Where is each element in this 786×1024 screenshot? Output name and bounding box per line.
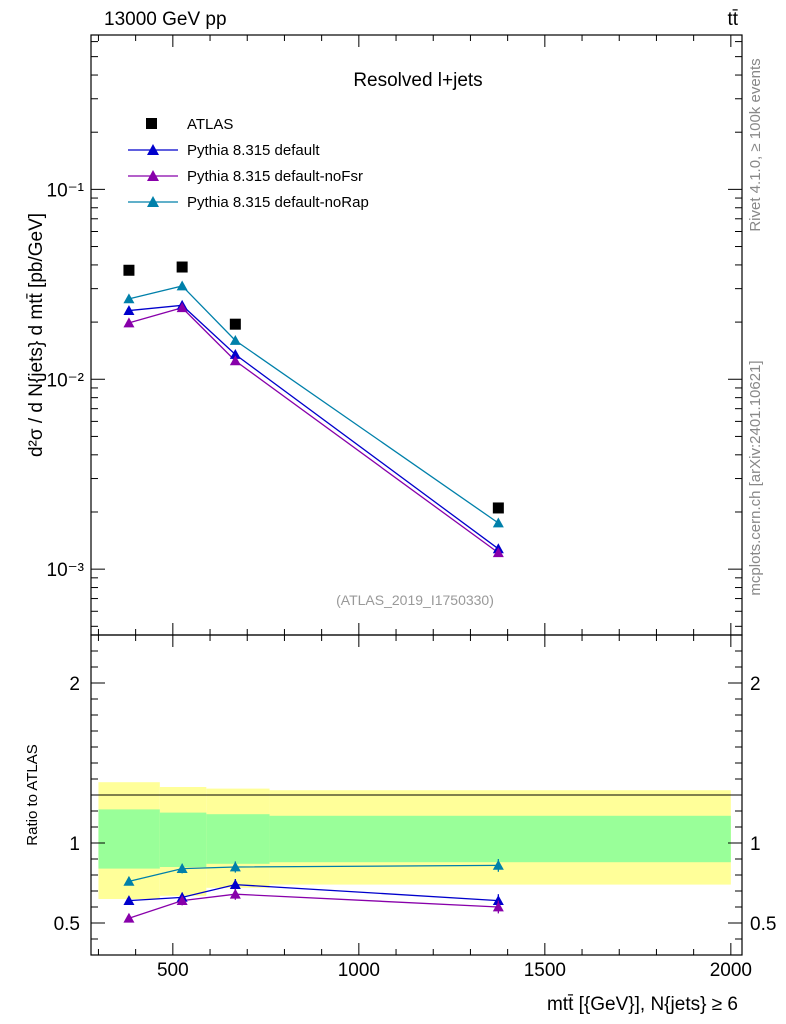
x-tick-label-500: 500 (157, 960, 189, 981)
ratio-line-series-1 (128, 893, 499, 919)
main-y-tick-label-2: 10⁻¹ (47, 180, 85, 201)
ratio-y-tick-label-right-0: 0.5 (750, 914, 776, 935)
x-axis-label: mtt̄ [{GeV}], N{jets} ≥ 6 (547, 994, 738, 1015)
legend-marker-norap (147, 196, 159, 207)
ratio-marker-series-1-pt-2 (229, 888, 241, 899)
atlas-point-2 (229, 318, 241, 330)
ratio-line-series-0 (128, 883, 499, 902)
legend: ATLAS Pythia 8.315 default Pythia 8.315 … (128, 116, 369, 211)
main-y-tick-label-0: 10⁻³ (47, 560, 85, 581)
main-markers (123, 261, 504, 558)
band-inner-bin-1 (159, 812, 207, 867)
main-marker-series-2-pt-2 (229, 334, 241, 345)
ratio-markers (123, 859, 504, 923)
band-inner-bin-0 (98, 809, 160, 869)
atlas-point-1 (176, 261, 188, 273)
legend-marker-default (147, 144, 159, 155)
ratio-series-lines (128, 864, 499, 919)
ratio-marker-series-2-pt-2 (229, 861, 241, 872)
ratio-marker-series-0-pt-0 (123, 895, 135, 905)
ratio-ticks: 0.5 0.5 1 1 2 2 (54, 635, 776, 955)
main-line-series-2 (128, 285, 499, 524)
main-y-tick-label-1: 10⁻² (47, 370, 85, 391)
ratio-y-tick-label-right-2: 2 (750, 674, 761, 695)
main-marker-series-2-pt-3 (492, 517, 504, 528)
x-tick-label-1000: 1000 (338, 960, 380, 981)
main-line-series-1 (128, 307, 499, 554)
x-tick-label-1500: 1500 (524, 960, 566, 981)
ratio-marker-series-0-pt-3 (492, 895, 504, 905)
mcplots-label: mcplots.cern.ch [arXiv:2401.10621] (747, 360, 764, 595)
ratio-marker-series-2-pt-3 (492, 859, 504, 870)
x-tick-label-2000: 2000 (710, 960, 752, 981)
chart-title: Resolved l+jets (353, 70, 482, 91)
main-marker-series-1-pt-2 (229, 355, 241, 366)
process-label: tt̄ (727, 9, 738, 30)
ratio-marker-series-1-pt-3 (492, 901, 504, 912)
legend-label-nofsr: Pythia 8.315 default-noFsr (187, 168, 363, 185)
band-inner-bin-3 (269, 815, 731, 863)
atlas-point-3 (492, 502, 504, 514)
ratio-y-tick-label-left-2: 2 (69, 674, 80, 695)
ratio-y-tick-label-left-0: 0.5 (54, 914, 80, 935)
ratio-y-tick-label-left-1: 1 (69, 834, 80, 855)
energy-label: 13000 GeV pp (104, 9, 227, 30)
main-series-lines (128, 285, 499, 554)
ratio-frame (90, 634, 743, 956)
ratio-marker-series-0-pt-2 (229, 879, 241, 889)
main-line-series-0 (128, 304, 499, 550)
rivet-label: Rivet 4.1.0, ≥ 100k events (747, 58, 764, 231)
main-ticks: 10⁻³ 10⁻² 10⁻¹ (47, 35, 742, 635)
x-tick-labels: 500 1000 1500 2000 (157, 960, 752, 981)
ratio-y-tick-label-right-1: 1 (750, 834, 761, 855)
main-marker-series-1-pt-1 (176, 302, 188, 313)
band-inner-bin-2 (206, 814, 270, 864)
atlas-point-0 (123, 264, 135, 276)
legend-label-default: Pythia 8.315 default (187, 142, 320, 159)
main-marker-series-1-pt-3 (492, 547, 504, 558)
legend-label-atlas: ATLAS (187, 116, 233, 133)
main-marker-series-0-pt-2 (229, 349, 241, 359)
analysis-label: (ATLAS_2019_I1750330) (336, 592, 494, 608)
main-marker-series-2-pt-0 (123, 293, 135, 304)
main-marker-series-1-pt-0 (123, 317, 135, 328)
ratio-marker-series-2-pt-0 (123, 875, 135, 886)
y-axis-label-main: d²σ / d N{jets} d mtt̄ [pb/GeV] (26, 213, 47, 457)
ratio-line-series-2 (128, 864, 499, 883)
ratio-marker-series-1-pt-1 (176, 895, 188, 905)
legend-label-norap: Pythia 8.315 default-noRap (187, 194, 369, 211)
ratio-marker-series-1-pt-0 (123, 912, 135, 923)
legend-marker-nofsr (147, 170, 159, 181)
main-marker-series-2-pt-1 (176, 280, 188, 291)
ratio-marker-series-2-pt-1 (176, 863, 188, 873)
main-panel: 10⁻³ 10⁻² 10⁻¹ Resolved l+jets (ATLAS_2019… (26, 34, 743, 636)
ratio-panel: 0.5 0.5 1 1 2 2 Ratio to ATLAS (24, 634, 776, 956)
y-axis-label-ratio: Ratio to ATLAS (24, 744, 41, 845)
legend-marker-atlas (146, 118, 157, 129)
main-marker-series-0-pt-0 (123, 305, 135, 315)
ratio-uncertainty-bands (98, 782, 731, 899)
